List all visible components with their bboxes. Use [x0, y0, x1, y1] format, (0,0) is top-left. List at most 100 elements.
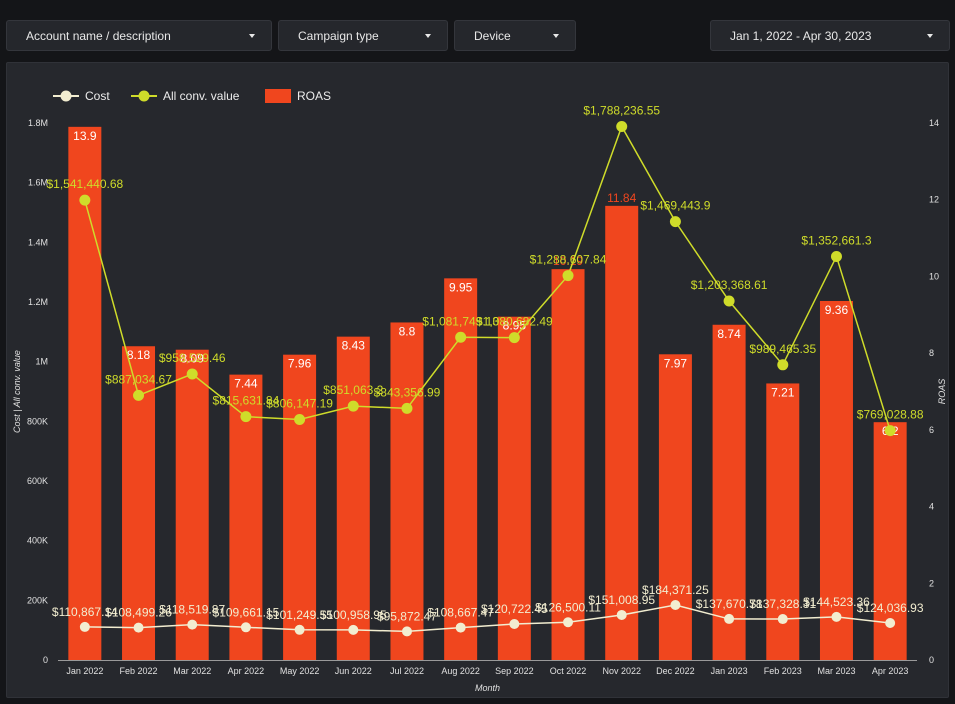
conv-value-data-label: $1,352,661.3 [801, 233, 871, 247]
y-tick-label: 800K [27, 416, 48, 426]
cost-data-label: $184,371.25 [642, 583, 709, 597]
chevron-down-icon [553, 34, 559, 38]
chevron-down-icon [425, 34, 431, 38]
conv-value-data-label: $815,631.84 [213, 394, 280, 408]
cost-data-label: $108,667.47 [427, 606, 494, 620]
roas-bar [229, 374, 263, 660]
roas-bar [175, 349, 209, 660]
y-tick-label: 200K [27, 595, 48, 605]
cost-point [885, 617, 896, 628]
roas-bar [336, 336, 370, 660]
cost-point [616, 609, 627, 620]
cost-point [563, 617, 574, 628]
x-tick-label: Feb 2022 [120, 666, 158, 676]
legend-label: Cost [85, 89, 110, 103]
x-tick-label: Jul 2022 [390, 666, 424, 676]
conv-value-point [669, 216, 681, 228]
cost-data-label: $126,500.11 [535, 600, 601, 614]
cost-series [79, 599, 896, 637]
legend-marker [60, 90, 72, 102]
roas-data-label: 10.19 [553, 254, 583, 268]
y2-tick-label: 10 [929, 271, 939, 281]
conv-value-data-label: $1,541,440.68 [46, 177, 123, 191]
y2-tick-label: 4 [929, 502, 934, 512]
y-tick-label: 1.8M [28, 118, 48, 128]
account-filter-dropdown[interactable]: Account name / description [6, 20, 272, 51]
cost-data-label: $100,958.95 [320, 608, 387, 622]
roas-data-label: 8.43 [342, 339, 366, 353]
x-tick-label: Apr 2022 [228, 666, 265, 676]
date-range-picker[interactable]: Jan 1, 2022 - Apr 30, 2023 [710, 20, 950, 51]
conv-value-data-label: $958,529.46 [159, 351, 226, 365]
cost-point [670, 599, 681, 610]
roas-bar [283, 354, 317, 660]
roas-data-label: 8.8 [399, 324, 416, 338]
cost-point [831, 611, 842, 622]
cost-point [240, 622, 251, 633]
roas-bar [497, 316, 531, 660]
x-tick-label: Nov 2022 [602, 666, 641, 676]
y-tick-label: 400K [27, 536, 48, 546]
cost-point [724, 613, 735, 624]
conv-value-data-label: $1,203,368.61 [691, 278, 768, 292]
x-tick-label: May 2022 [280, 666, 320, 676]
conv-value-point [830, 250, 842, 262]
x-tick-label: Mar 2022 [173, 666, 211, 676]
y-tick-label: 1.4M [28, 237, 48, 247]
conv-value-data-label: $989,465.35 [749, 342, 816, 356]
y2-tick-label: 12 [929, 195, 939, 205]
y-tick-label: 1.2M [28, 297, 48, 307]
y-axis-title: Cost | All conv. value [12, 350, 22, 433]
cost-data-label: $109,661.15 [213, 605, 280, 619]
conv-value-point [401, 402, 413, 414]
combo-chart: 0 200K 400K 600K 800K 1M 1.2M 1.4M 1.6M 1.8M 0 2 4 6 8… [12, 89, 947, 693]
conv-value-point [723, 295, 735, 307]
conv-value-point [508, 332, 520, 344]
conv-value-data-label: $769,028.88 [857, 408, 924, 422]
roas-data-label: 7.44 [234, 377, 258, 391]
roas-bar [819, 300, 853, 660]
roas-data-label: 7.96 [288, 357, 312, 371]
conv-value-point [294, 413, 306, 425]
device-filter-dropdown[interactable]: Device [454, 20, 576, 51]
roas-data-label: 9.36 [825, 303, 849, 317]
conv-value-point [240, 411, 252, 423]
y-tick-label: 0 [43, 655, 48, 665]
x-tick-label: Oct 2022 [550, 666, 587, 676]
roas-bar [605, 205, 639, 660]
roas-data-label: 8.18 [127, 348, 151, 362]
cost-point [348, 624, 359, 635]
x-tick-label: Jan 2022 [66, 666, 103, 676]
legend-bar-swatch [265, 89, 291, 103]
conv-value-data-label: $1,788,236.55 [583, 104, 660, 118]
conv-value-point [133, 389, 145, 401]
conv-value-line [84, 124, 891, 431]
conv-value-series [79, 121, 896, 437]
conv-value-point [616, 121, 628, 133]
cost-point [294, 624, 305, 635]
campaign-type-filter-dropdown[interactable]: Campaign type [278, 20, 448, 51]
x-tick-label: Jun 2022 [335, 666, 372, 676]
roas-bar [390, 322, 424, 660]
conv-value-data-label: $1,469,443.9 [640, 199, 710, 213]
cost-line [84, 604, 891, 633]
conv-value-point [455, 331, 467, 343]
cost-point [509, 618, 520, 629]
conv-value-point [347, 400, 359, 412]
x-tick-label: Jan 2023 [711, 666, 748, 676]
x-tick-label: Sep 2022 [495, 666, 534, 676]
roas-bar [658, 354, 692, 660]
roas-bar [68, 126, 102, 661]
cost-point [455, 622, 466, 633]
roas-data-label: 13.9 [73, 129, 97, 143]
cost-point [777, 614, 788, 625]
cost-data-label: $118,519.87 [159, 603, 225, 617]
legend: Cost All conv. value ROAS [53, 89, 331, 103]
conv-value-point [186, 368, 198, 380]
roas-bars [68, 126, 907, 661]
roas-data-label: 7.21 [771, 385, 795, 399]
device-filter-label: Device [474, 28, 511, 43]
account-filter-label: Account name / description [26, 28, 171, 43]
campaign-type-filter-label: Campaign type [298, 28, 379, 43]
conv-value-point [79, 194, 91, 206]
